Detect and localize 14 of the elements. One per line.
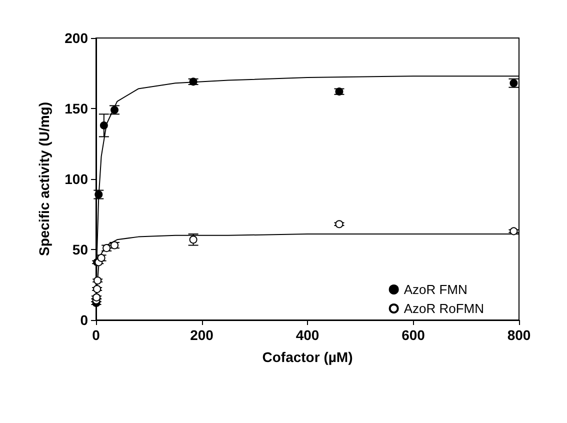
x-tick-label: 0 — [92, 327, 100, 343]
x-tick-label: 400 — [296, 327, 320, 343]
y-tick-label: 100 — [64, 171, 88, 187]
x-axis-title: Cofactor (µM) — [262, 349, 353, 365]
legend-label: AzoR FMN — [404, 282, 468, 297]
y-tick-label: 200 — [64, 30, 88, 46]
y-axis-title: Specific activity (U/mg) — [36, 102, 52, 256]
x-tick-label: 200 — [190, 327, 214, 343]
x-tick-label: 600 — [402, 327, 426, 343]
y-tick-label: 0 — [80, 312, 88, 328]
y-tick-label: 50 — [72, 242, 88, 258]
legend-label: AzoR RoFMN — [404, 301, 484, 316]
x-tick-label: 800 — [507, 327, 531, 343]
y-tick-label: 150 — [64, 100, 88, 116]
